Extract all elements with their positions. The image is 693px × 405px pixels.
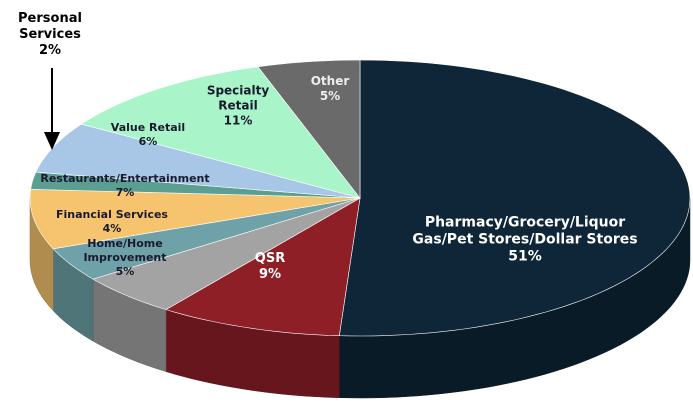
value-label: 5%: [319, 89, 341, 103]
slice-label: Restaurants/Entertainment 7%: [15, 172, 235, 200]
category-name: Home/Home Improvement: [83, 237, 167, 264]
category-name: Personal Services: [18, 11, 82, 42]
slice: [52, 197, 361, 280]
slice-label: Financial Services 4%: [42, 208, 182, 236]
slice-label: Home/Home Improvement 5%: [75, 237, 175, 279]
slice: [338, 59, 691, 337]
category-name: QSR: [254, 251, 286, 266]
value-label: 2%: [38, 43, 62, 58]
slice-label: Specialty Retail 11%: [193, 84, 283, 129]
category-name: Specialty Retail: [206, 83, 270, 113]
value-label: 5%: [115, 265, 135, 278]
slice-label: Personal Services 2%: [0, 11, 105, 59]
value-label: 4%: [102, 222, 122, 235]
slice-label: Pharmacy/Grocery/Liquor Gas/Pet Stores/D…: [405, 215, 645, 266]
category-name: Restaurants/Entertainment: [40, 172, 210, 185]
slice: [80, 66, 361, 199]
slice: [165, 197, 361, 337]
category-name: Other: [310, 74, 350, 88]
value-label: 6%: [138, 135, 158, 148]
slice-label: Value Retail 6%: [88, 121, 208, 149]
slice-label: QSR 9%: [240, 251, 300, 283]
value-label: 9%: [258, 267, 282, 282]
category-name: Financial Services: [56, 208, 168, 221]
category-name: Pharmacy/Grocery/Liquor Gas/Pet Stores/D…: [412, 214, 638, 248]
slice: [29, 188, 361, 250]
slice: [257, 59, 361, 199]
slice-label: Other 5%: [300, 74, 360, 104]
value-label: 11%: [223, 113, 253, 128]
slice: [92, 197, 361, 310]
category-name: Value Retail: [110, 121, 186, 134]
value-label: 7%: [115, 186, 135, 199]
value-label: 51%: [508, 248, 542, 265]
